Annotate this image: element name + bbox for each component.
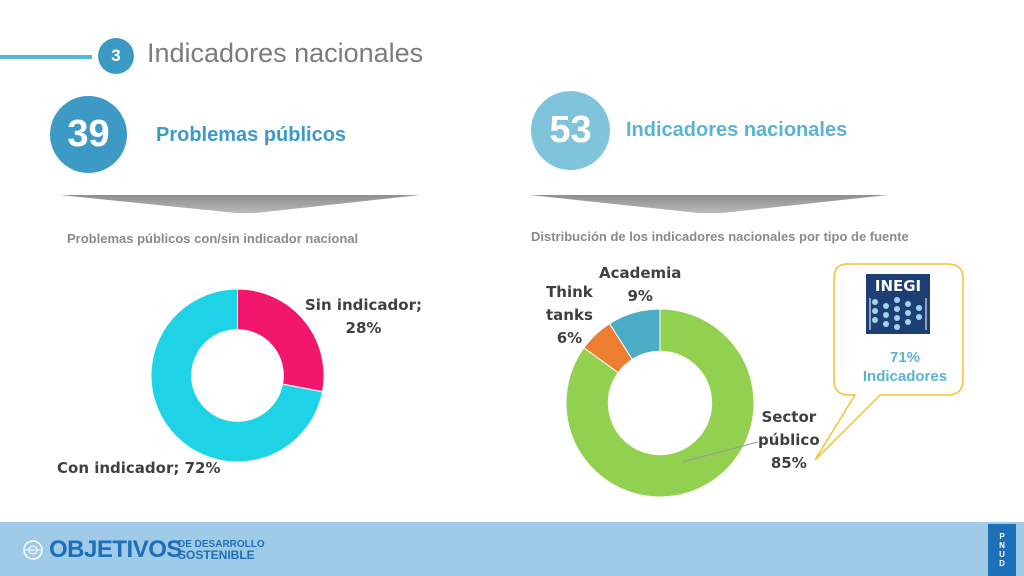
footer-bar — [0, 522, 1024, 576]
right-funnel-shape — [530, 195, 888, 213]
page-title: Indicadores nacionales — [147, 38, 424, 68]
sdg-brand-sub1: DE DESARROLLO — [178, 539, 265, 550]
inegi-callout-percent: 71% — [889, 349, 921, 366]
con-indicador-label: Con indicador; 72% — [57, 459, 221, 477]
academia-label: Academia 9% — [599, 262, 681, 308]
indicators-count-circle: 53 — [531, 91, 610, 170]
sdg-brand-main: OBJETIVOS — [49, 536, 182, 563]
inegi-callout-text: 71% Indicadores — [850, 348, 960, 386]
problems-count-circle: 39 — [50, 96, 127, 173]
section-number-badge: 3 — [98, 38, 134, 74]
sources-donut-chart — [565, 308, 755, 498]
indicators-label: Indicadores nacionales — [626, 119, 848, 141]
sdg-brand-sub2: SOSTENIBLE — [178, 548, 255, 562]
sin-indicador-label-line2: 28% — [345, 319, 382, 337]
problems-donut-chart — [150, 288, 325, 463]
sector-leader-line — [681, 441, 759, 463]
academia-label-line1: Academia — [599, 264, 682, 282]
sector-publico-label-line3: 85% — [770, 454, 807, 472]
undp-logo: PNUD — [988, 524, 1016, 576]
right-chart-title: Distribución de los indicadores nacional… — [531, 229, 909, 244]
undp-logo-text: PNUD — [999, 532, 1005, 568]
sources-slice-sector-público — [565, 308, 755, 498]
problems-slice-sin-indicador — [237, 288, 325, 393]
sdg-brand-sub: DE DESARROLLO SOSTENIBLE — [178, 539, 265, 561]
think-tanks-label-line1: Think — [546, 283, 593, 301]
inegi-logo-text: INEGI — [875, 277, 921, 295]
un-emblem-icon — [23, 540, 43, 560]
think-tanks-label: Think tanks 6% — [546, 281, 593, 350]
sector-publico-label-line1: Sector — [761, 408, 817, 426]
sources-slice-academia — [608, 308, 661, 361]
inegi-logo: INEGI — [866, 274, 930, 334]
inegi-callout-label: Indicadores — [862, 368, 948, 385]
academia-label-line2: 9% — [627, 287, 653, 305]
problems-slice-con-indicador — [150, 288, 324, 463]
sector-publico-label-line2: público — [758, 431, 820, 449]
sin-indicador-label-line1: Sin indicador; — [305, 296, 422, 314]
think-tanks-label-line3: 6% — [556, 329, 583, 347]
think-tanks-label-line2: tanks — [546, 306, 593, 324]
sin-indicador-label: Sin indicador; 28% — [305, 294, 422, 340]
header-accent-line — [0, 55, 92, 59]
left-funnel-shape — [60, 195, 420, 213]
sector-publico-label: Sector público 85% — [758, 406, 820, 475]
problems-label: Problemas públicos — [156, 124, 347, 146]
left-chart-title: Problemas públicos con/sin indicador nac… — [67, 231, 359, 246]
